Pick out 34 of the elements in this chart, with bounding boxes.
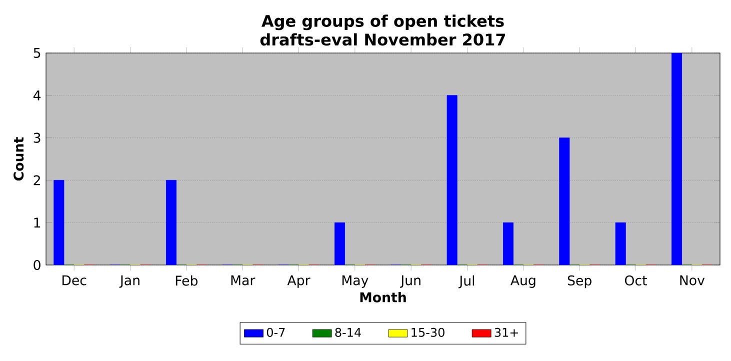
y-tick-label: 3 — [34, 132, 40, 143]
y-axis-title: Count — [14, 137, 24, 180]
bar — [166, 180, 177, 265]
x-tick-label: Oct — [624, 275, 647, 286]
y-tick-label: 4 — [33, 90, 41, 100]
x-tick-label: Jul — [458, 275, 474, 288]
legend-label: 8-14 — [335, 328, 361, 337]
legend-label: 0-7 — [266, 328, 285, 337]
bar — [559, 138, 570, 265]
legend-label: 15-30 — [412, 328, 444, 337]
bar — [672, 53, 682, 265]
y-tick-label: 0 — [34, 260, 40, 270]
chart-subtitle: drafts-eval November 2017 — [260, 33, 506, 46]
y-tick-label: 2 — [34, 175, 40, 186]
bar — [503, 222, 514, 265]
x-tick-label: Nov — [680, 275, 705, 286]
x-tick-label: Dec — [62, 275, 86, 286]
x-tick-label: Jan — [119, 275, 140, 288]
bar — [446, 95, 458, 265]
chart-title: Age groups of open tickets — [262, 14, 504, 30]
x-tick-label: Sep — [568, 275, 592, 288]
x-tick-label: Feb — [176, 275, 198, 286]
x-tick-label: Aug — [510, 275, 536, 288]
y-tick-label: 1 — [34, 218, 40, 228]
x-tick-label: May — [342, 275, 368, 288]
x-axis-title: Month — [360, 292, 406, 302]
x-tick-label: Jun — [400, 275, 420, 288]
y-tick-label: 5 — [34, 48, 40, 58]
x-tick-label: Mar — [231, 275, 256, 286]
bar — [54, 180, 64, 265]
legend-label: 31+ — [494, 328, 518, 337]
bar — [334, 222, 346, 265]
x-tick-label: Apr — [287, 275, 310, 288]
bar — [615, 222, 626, 265]
